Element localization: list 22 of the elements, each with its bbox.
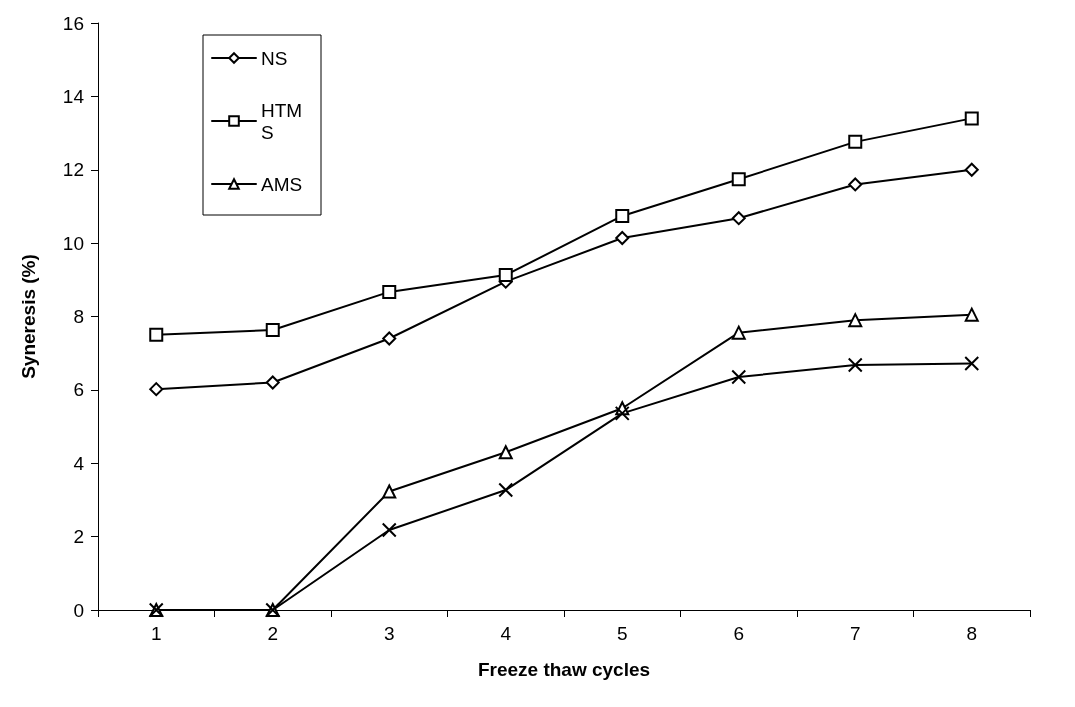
x-axis-title: Freeze thaw cycles [477,659,651,680]
x-tick-label: 4 [500,623,512,644]
x-tick-label: 6 [733,623,745,644]
legend-label: AMS [261,173,303,195]
legend-label: HTMS [261,99,303,143]
legend-label: NS [261,47,288,69]
x-tick-label: 5 [616,623,628,644]
y-tick-label: 12 [62,159,84,181]
x-tick-label: 3 [383,623,395,644]
y-tick-label: 10 [62,232,84,254]
y-tick-label: 6 [73,379,84,401]
y-tick-label: 14 [62,85,85,107]
x-tick-label: 8 [966,623,978,644]
y-tick-label: 2 [73,526,84,548]
x-tick-label: 1 [150,623,162,644]
y-tick-label: 16 [62,12,84,34]
y-tick-label: 4 [73,452,85,474]
y-tick-label: 8 [73,306,84,327]
y-axis-title: Syneresis (%) [18,254,39,379]
x-tick-label: 2 [267,623,279,644]
x-tick-label: 7 [849,623,861,644]
y-tick-label: 0 [73,599,84,621]
